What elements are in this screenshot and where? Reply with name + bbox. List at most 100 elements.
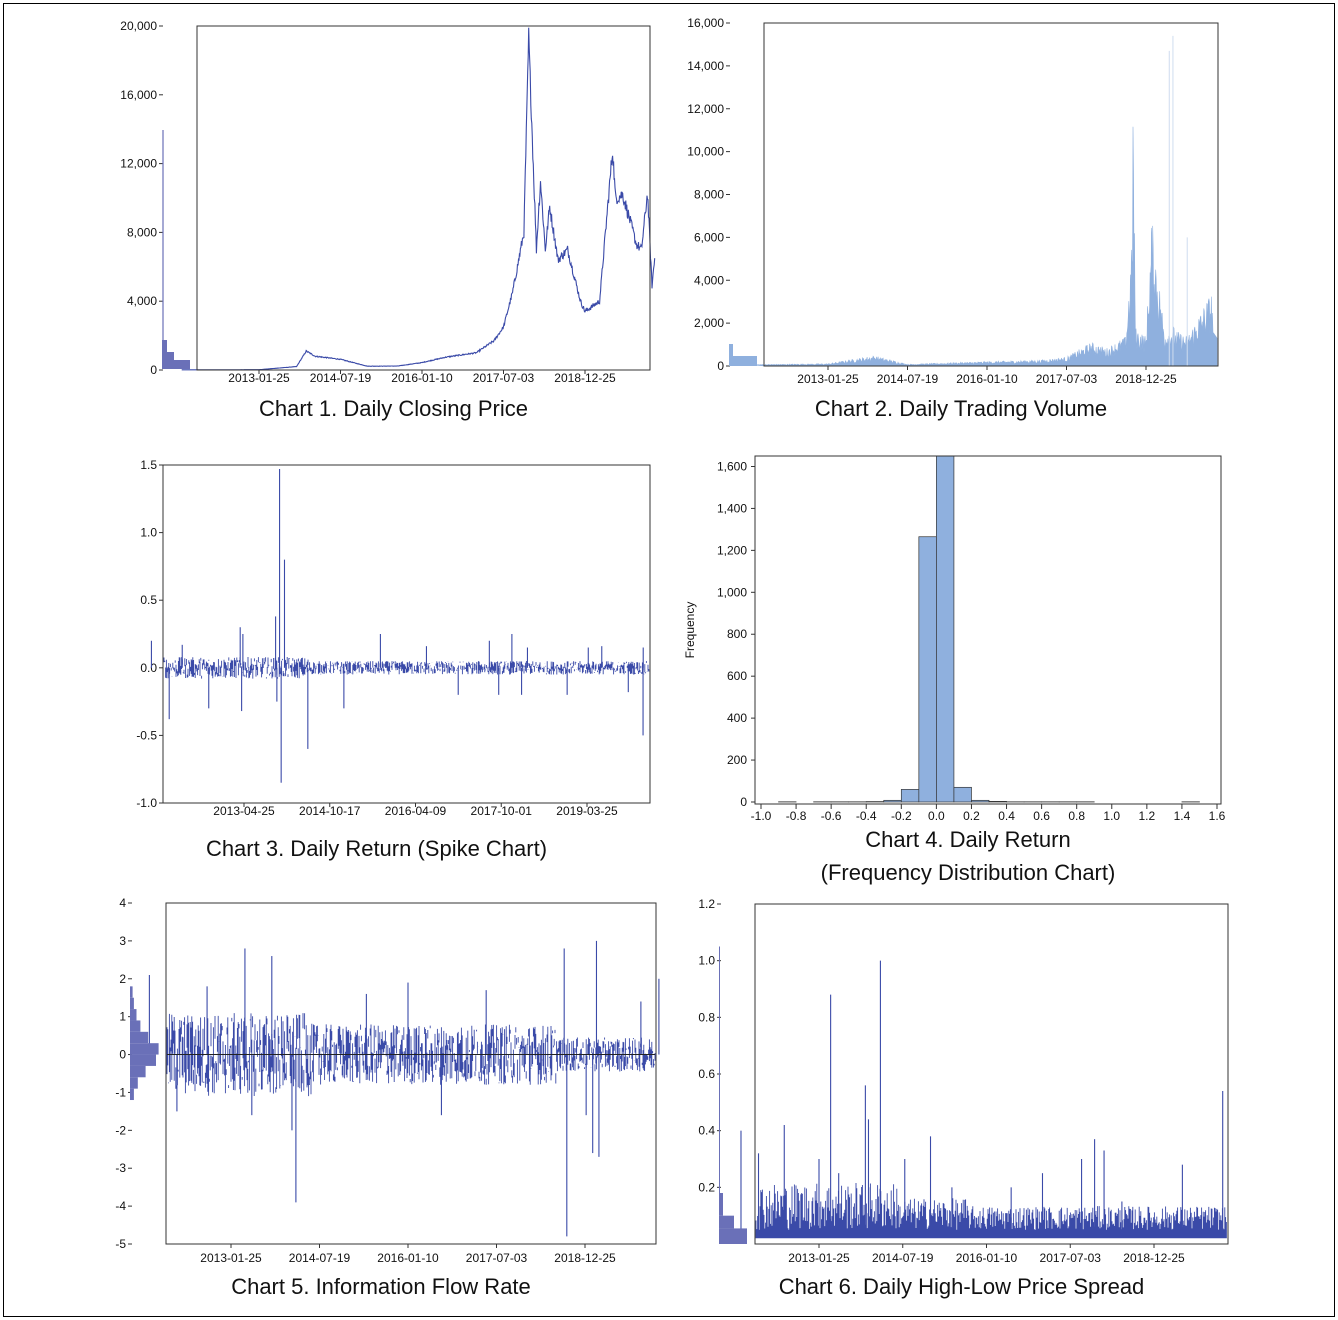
marginal-histogram-bar <box>130 1009 137 1021</box>
chart-c1: 0 4,000 8,000 12,000 16,000 20,000 2013-01-25 2… <box>120 19 656 421</box>
marginal-histogram-bar <box>729 356 757 366</box>
x-tick-label: 2016-01-10 <box>391 371 453 385</box>
marginal-histogram-bar <box>130 986 133 998</box>
y-tick-label: 14,000 <box>687 59 724 73</box>
plot-frame <box>763 22 1219 367</box>
y-tick-label: 2,000 <box>694 316 724 330</box>
histogram-bar <box>883 799 902 803</box>
x-tick-label: 2013-04-25 <box>213 804 275 818</box>
y-tick-label: 0.2 <box>698 1180 715 1194</box>
x-tick-label: 2018-12-25 <box>1115 372 1177 386</box>
plot-frame <box>162 464 651 804</box>
x-tick-label: 2016-01-10 <box>377 1251 439 1265</box>
chart-caption: Chart 5. Information Flow Rate <box>231 1274 531 1299</box>
marginal-histogram-bar <box>719 1193 723 1216</box>
y-tick-label: 600 <box>727 669 747 683</box>
x-tick-label: 2014-07-19 <box>872 1251 934 1265</box>
x-tick-label: 2017-07-03 <box>473 371 535 385</box>
x-tick-label: 0.4 <box>998 809 1015 823</box>
histogram-bar <box>900 789 920 803</box>
histogram-bar <box>918 536 937 803</box>
x-tick-label: 2019-03-25 <box>556 804 618 818</box>
x-tick-label: -0.2 <box>891 809 912 823</box>
x-tick-label: 2018-12-25 <box>554 371 616 385</box>
x-tick-label: 2018-12-25 <box>1123 1251 1185 1265</box>
y-tick-label: 4,000 <box>127 294 157 308</box>
y-tick-label: 0 <box>717 359 724 373</box>
x-tick-label: 0.2 <box>963 809 980 823</box>
y-tick-label: -1 <box>115 1085 126 1099</box>
marginal-histogram-bar <box>162 352 174 360</box>
marginal-histogram-bar <box>719 1228 747 1244</box>
y-tick-label: 0.4 <box>698 1124 715 1138</box>
y-tick-label: 16,000 <box>120 88 157 102</box>
chart-c2: 0 2,000 4,000 6,000 8,000 10,000 12,000 14,000 1… <box>687 16 1218 421</box>
marginal-histogram-bar <box>130 997 134 1010</box>
series-noise-band <box>166 1013 656 1097</box>
marginal-histogram-bar <box>130 1031 149 1044</box>
y-tick-label: 3 <box>119 934 126 948</box>
y-tick-label: 0 <box>740 795 747 809</box>
y-tick-label: 1.2 <box>698 897 715 911</box>
x-tick-label: 2013-01-25 <box>788 1251 850 1265</box>
marginal-histogram-bar <box>130 1020 141 1032</box>
x-tick-label: 2018-12-25 <box>554 1251 616 1265</box>
y-tick-label: 12,000 <box>687 102 724 116</box>
chart-caption-line2: (Frequency Distribution Chart) <box>821 860 1116 885</box>
y-tick-label: 0.8 <box>698 1010 715 1024</box>
x-tick-label: -0.6 <box>821 809 842 823</box>
y-tick-label: 200 <box>727 753 747 767</box>
y-tick-label: 8,000 <box>694 188 724 202</box>
volume-area <box>752 126 1218 367</box>
x-tick-label: 2013-01-25 <box>228 371 290 385</box>
x-tick-label: 1.2 <box>1139 809 1156 823</box>
x-tick-label: 2016-01-10 <box>956 372 1018 386</box>
y-tick-label: -2 <box>115 1123 126 1137</box>
marginal-histogram-bar <box>130 1077 138 1089</box>
plot-frame <box>196 25 651 371</box>
chart-caption: Chart 2. Daily Trading Volume <box>815 396 1107 421</box>
histogram-bar <box>953 786 972 803</box>
plot-frame <box>754 903 1229 1245</box>
x-tick-label: 0.0 <box>928 809 945 823</box>
y-tick-label: 6,000 <box>694 230 724 244</box>
y-tick-label: 1,400 <box>717 501 747 515</box>
x-tick-label: -0.4 <box>856 809 877 823</box>
x-tick-label: 1.4 <box>1174 809 1191 823</box>
y-tick-label: 800 <box>727 627 747 641</box>
plot-frame <box>165 902 657 1245</box>
x-tick-label: 2016-01-10 <box>956 1251 1018 1265</box>
x-tick-label: 2017-07-03 <box>466 1251 528 1265</box>
x-tick-label: 0.6 <box>1033 809 1050 823</box>
histogram-bar <box>936 455 955 803</box>
y-tick-label: -0.5 <box>136 728 157 742</box>
histogram-bar <box>988 801 1007 803</box>
y-tick-label: 0.5 <box>140 593 157 607</box>
y-tick-label: 8,000 <box>127 225 157 239</box>
y-tick-label: 0 <box>150 363 157 377</box>
y-tick-label: 1.5 <box>140 458 157 472</box>
y-tick-label: 2 <box>119 972 126 986</box>
y-tick-label: 20,000 <box>120 19 157 33</box>
x-tick-label: 2014-10-17 <box>299 804 361 818</box>
x-tick-label: 2014-07-19 <box>289 1251 351 1265</box>
marginal-histogram-bar <box>130 1065 146 1078</box>
marginal-histogram-bar <box>729 344 733 356</box>
chart-c4: 0 200 400 600 800 1,000 1,200 1,400 1,600 -1.0 -0.… <box>683 455 1226 885</box>
x-tick-label: 0.8 <box>1068 809 1085 823</box>
marginal-histogram-bar <box>130 1054 156 1066</box>
y-tick-label: 1,600 <box>717 459 747 473</box>
x-tick-label: 2013-01-25 <box>797 372 859 386</box>
y-tick-label: 1 <box>119 1010 126 1024</box>
marginal-histogram-bar <box>162 360 190 369</box>
y-tick-label: 4 <box>119 896 126 910</box>
price-line <box>181 27 656 371</box>
series-noise-band <box>755 1183 1227 1239</box>
y-tick-label: 1,000 <box>717 585 747 599</box>
figure-frame <box>3 3 1335 1317</box>
y-tick-label: 16,000 <box>687 16 724 30</box>
chart-caption: Chart 1. Daily Closing Price <box>259 396 528 421</box>
chart-c3: -1.0 -0.5 0.0 0.5 1.0 1.5 2013-04-25 2014-10-17… <box>136 458 650 861</box>
x-tick-label: 2017-10-01 <box>471 804 533 818</box>
